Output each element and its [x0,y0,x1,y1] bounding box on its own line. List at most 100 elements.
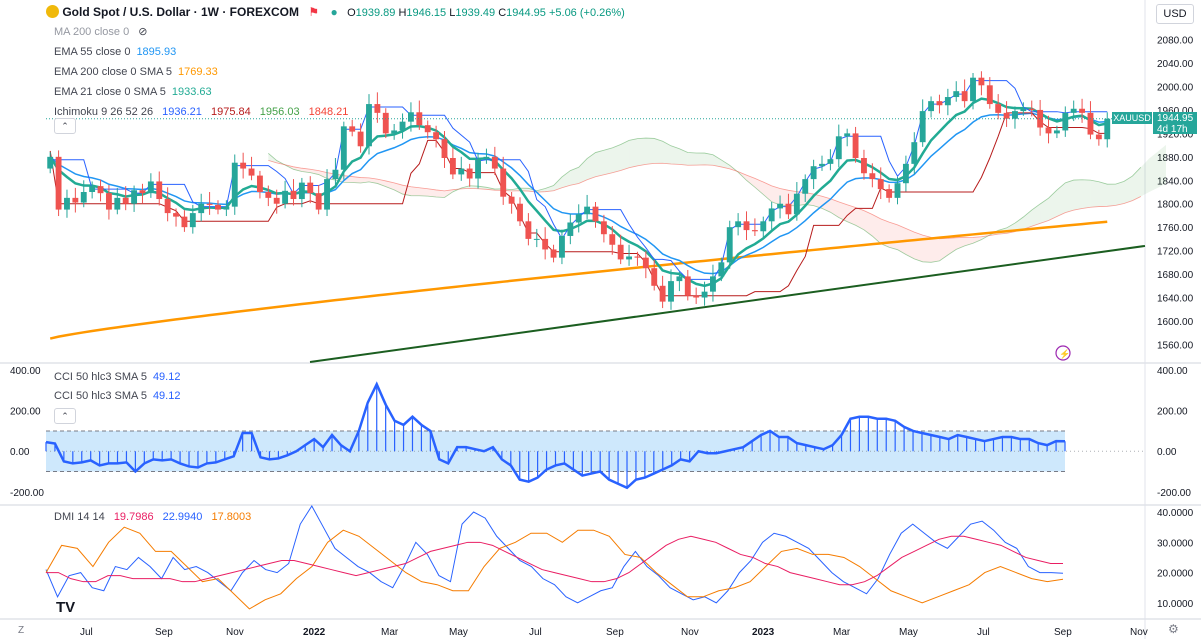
flag-icon[interactable]: ⚑ [308,5,320,19]
currency-selector[interactable]: USD [1156,4,1194,24]
ichimoku-cloud-segment [645,138,655,165]
ichimoku-cloud-segment [1090,180,1099,208]
time-tick-label: Sep [1054,627,1072,638]
ichimoku-lead2-value: 1848.21 [308,106,349,118]
high-value: 1946.15 [406,7,447,19]
ema21-legend-label[interactable]: EMA 21 close 0 SMA 5 [54,86,166,98]
market-status-icon[interactable]: ● [330,5,338,19]
ichimoku-cloud-segment [419,187,428,197]
collapse-legend-button[interactable]: ⌃ [54,118,76,134]
last-price-tag: 1944.95 4d 17h [1153,112,1197,135]
candle-body [449,158,456,175]
ichimoku-cloud-segment [620,140,630,171]
dmi-legend-label[interactable]: DMI 14 14 [54,511,105,523]
candle-body [441,139,448,158]
ichimoku-cloud-segment [570,167,579,186]
ma-legend-label[interactable]: MA 200 close 0 [54,26,130,38]
collapse-cci-legend-button[interactable]: ⌃ [54,408,76,424]
ichimoku-cloud-segment [1115,181,1125,206]
candle-body [559,235,565,258]
candle-body [894,183,901,198]
candle-body [483,156,490,160]
ichimoku-cloud-segment [771,185,781,205]
ichimoku-legend-label[interactable]: Ichimoku 9 26 52 26 [54,106,154,118]
ichimoku-cloud-segment [939,238,948,261]
candle-body [223,206,230,210]
candle-body [433,132,440,140]
candle-body [206,203,213,205]
cci-tick-label-left: 200.00 [10,407,41,418]
ema21-value: 1933.63 [171,86,212,98]
candle-body [852,133,859,158]
cci2-value: 49.12 [152,390,181,402]
ichimoku-cloud-segment [905,228,915,259]
ichimoku-cloud-segment [561,170,571,188]
price-tick-label: 1680.00 [1157,270,1194,281]
cci-tick-label-left: -200.00 [10,488,44,499]
ema200-legend-label[interactable]: EMA 200 close 0 SMA 5 [54,66,173,78]
ichimoku-base-value: 1975.84 [210,106,251,118]
price-tick-label: 1560.00 [1157,340,1194,351]
candle-body [147,181,154,194]
candle-body [550,249,557,258]
dmi-di-line [45,526,1064,610]
cci2-legend-label[interactable]: CCI 50 hlc3 SMA 5 [54,390,147,402]
candle-body [374,104,381,113]
close-value: 1944.95 [506,7,546,19]
ichimoku-cloud-segment [754,178,764,195]
candle-body [970,77,976,102]
candle-body [735,221,742,228]
candle-body [47,156,54,169]
ichimoku-cloud-segment [1132,167,1141,201]
time-tick-label: Jul [529,627,542,638]
open-value: 1939.89 [355,7,396,19]
ichimoku-cloud-segment [410,186,420,196]
ichimoku-cloud-segment [1023,210,1032,230]
candle-body [760,221,767,232]
time-tick-label: Jul [977,627,990,638]
candle-body [1095,134,1102,140]
ichimoku-cloud-segment [671,145,680,165]
candle-body [290,190,297,200]
candle-body [407,112,414,122]
ichimoku-cloud-segment [1098,181,1108,207]
bar-countdown: 4d 17h [1157,124,1188,135]
candle-body [592,206,599,222]
ichimoku-cloud-segment [855,207,864,230]
alert-lightning-icon[interactable] [1055,345,1071,361]
cci-tick-label-left: 0.00 [10,447,30,458]
candle-body [340,126,347,170]
candle-body [844,133,851,137]
candle-body [768,208,775,222]
candle-body [1104,118,1111,140]
candle-body [248,168,255,176]
time-tick-label: Nov [1130,627,1148,638]
time-tick-label: Mar [833,627,851,638]
ema55-legend-label[interactable]: EMA 55 close 0 [54,46,131,58]
settings-gear-icon[interactable]: ⚙ [1168,622,1179,636]
eye-hidden-icon[interactable]: ⊘ [138,26,148,38]
ichimoku-cloud-segment [603,147,613,175]
price-tick-label: 2080.00 [1157,36,1194,47]
candle-body [366,104,372,147]
dmi-tick-label: 10.0000 [1157,599,1194,610]
ichimoku-cloud-segment [687,152,697,166]
symbol-title[interactable]: Gold Spot / U.S. Dollar · 1W · FOREXCOM [62,5,300,19]
candle-body [416,112,423,126]
ichimoku-cloud-segment [1014,217,1024,232]
ichimoku-cloud-segment [1056,182,1066,217]
candle-body [215,204,221,210]
alert-lightning-glyph: ⚡ [1059,348,1070,360]
candle-body [131,190,138,204]
ichimoku-cloud-segment [746,175,755,188]
candle-body [684,276,691,296]
candle-body [307,182,314,194]
cci1-legend-label[interactable]: CCI 50 hlc3 SMA 5 [54,371,147,383]
timezone-icon[interactable]: Z [18,625,25,636]
dmi-tick-label: 30.0000 [1157,538,1194,549]
candle-body [869,173,876,180]
candle-body [424,125,431,133]
ichimoku-cloud-segment [712,154,722,167]
ichimoku-cloud-segment [704,153,713,166]
